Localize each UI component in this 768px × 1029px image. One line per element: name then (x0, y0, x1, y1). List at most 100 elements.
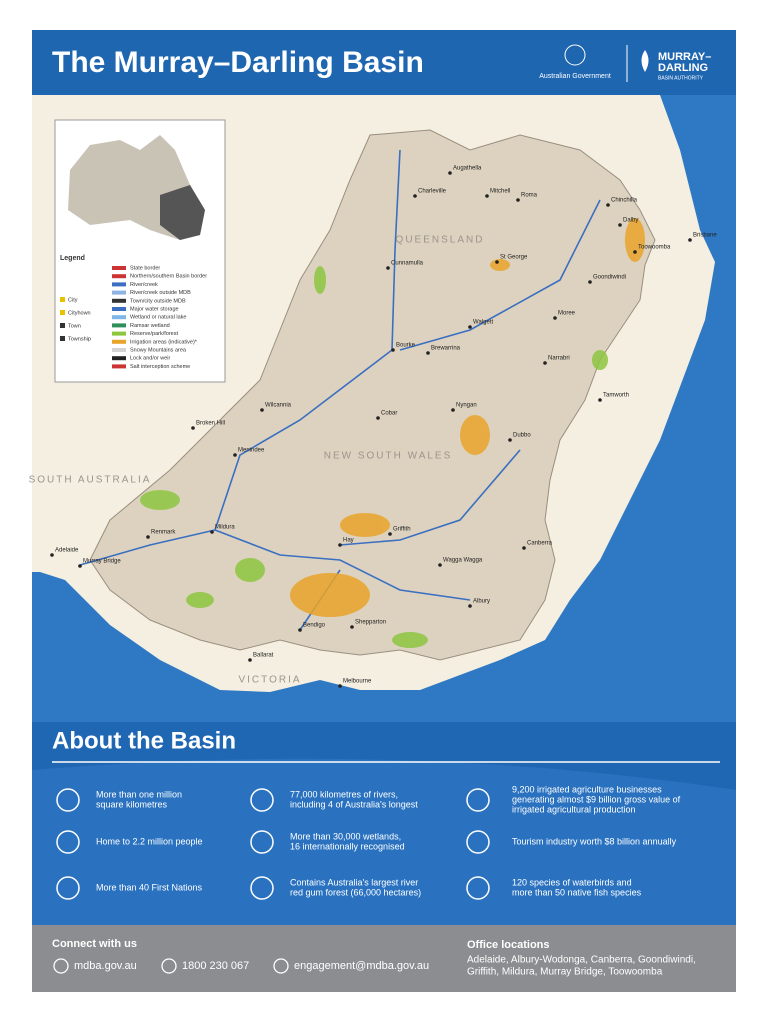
legend-swatch (112, 315, 126, 320)
offices: Adelaide, Albury-Wodonga, Canberra, Goon… (467, 955, 696, 966)
header-band (32, 30, 736, 95)
settlement-label: City (68, 297, 78, 303)
town-label: Charleville (418, 189, 447, 195)
fact-icon (466, 876, 490, 900)
town-label: Walgett (473, 320, 493, 326)
state-label: VICTORIA (238, 675, 301, 686)
town-label: Hay (343, 538, 354, 544)
fact-text: 9,200 irrigated agriculture businesses (512, 784, 662, 794)
fact-text: red gum forest (66,000 hectares) (290, 887, 421, 897)
fact-text: 120 species of waterbirds and (512, 877, 632, 887)
legend-item: State border (130, 265, 160, 271)
about-heading: About the Basin (52, 727, 236, 754)
town-label: Augathella (453, 166, 482, 172)
legend-item: Snowy Mountains area (130, 347, 187, 353)
town-dot (451, 408, 455, 412)
town-label: Mitchell (490, 189, 510, 195)
basin-inset (160, 185, 205, 240)
legend-swatch (112, 348, 126, 352)
town-label: Moree (558, 311, 576, 317)
connect-title: Connect with us (52, 938, 137, 950)
town-dot (413, 194, 417, 198)
legend-item: Lock and/or weir (130, 356, 171, 362)
town-label: Melbourne (343, 679, 372, 685)
legend-swatch (112, 282, 126, 287)
town-dot (50, 553, 54, 557)
town-label: Dalby (623, 218, 638, 224)
town-label: Goondiwindi (593, 275, 626, 281)
town-dot (391, 348, 395, 352)
about-wave (32, 758, 736, 925)
legend-swatch (112, 274, 126, 279)
settlement-label: Cityhown (68, 310, 91, 316)
legend-swatch (112, 331, 126, 336)
rivers (79, 149, 601, 631)
legend-swatch (112, 298, 126, 303)
town-dot (78, 564, 82, 568)
offices-title: Office locations (467, 939, 550, 951)
fact-text: More than one million (96, 789, 182, 799)
settlement-label: Township (68, 336, 91, 342)
fact-icon (466, 830, 490, 854)
legend-item: Wetland or natural lake (130, 315, 186, 321)
town-dot (298, 628, 302, 632)
reserves (140, 266, 608, 648)
town-dot (210, 530, 214, 534)
town-dot (191, 426, 195, 430)
town-label: Griffith (393, 527, 411, 533)
fact-icon (250, 876, 274, 900)
town-label: Adelaide (55, 548, 79, 554)
town-dot (260, 408, 264, 412)
legend: State border Northern/southern Basin bord… (60, 265, 207, 370)
town-dot (350, 625, 354, 629)
legend-item: Major water storage (130, 306, 179, 312)
town-dot (543, 361, 547, 365)
legend-swatch (112, 364, 126, 369)
fact-text: 77,000 kilometres of rivers, (290, 789, 398, 799)
offices: Griffith, Mildura, Murray Bridge, Toowoo… (467, 967, 663, 978)
town-dot (376, 416, 380, 420)
legend-swatch (112, 339, 126, 344)
org: BASIN AUTHORITY (658, 75, 704, 81)
legend-item: Town/city outside MDB (130, 298, 186, 304)
town-dot (588, 280, 592, 284)
state-label: QUEENSLAND (396, 235, 485, 246)
fact-text: Tourism industry worth $8 billion annual… (512, 836, 677, 846)
org: DARLING (658, 62, 708, 74)
town-dot (248, 658, 252, 662)
town-label: Broken Hill (196, 421, 225, 427)
town-dot (688, 238, 692, 242)
town-dot (426, 351, 430, 355)
town-label: Narrabri (548, 356, 570, 362)
town-dot (633, 250, 637, 254)
town-dot (388, 532, 392, 536)
state-label: NEW SOUTH WALES (324, 451, 453, 462)
government: Australian Government (539, 73, 611, 80)
fact-icon (56, 788, 80, 812)
legend-swatch (112, 307, 126, 311)
fact-icon (250, 830, 274, 854)
fact-text: irrigated agricultural production (512, 804, 636, 814)
town-dot (495, 260, 499, 264)
town-dot (522, 546, 526, 550)
fact-text: more than 50 native fish species (512, 887, 642, 897)
settlement-symbol (60, 323, 65, 328)
legend-swatch (112, 266, 126, 270)
town-dot (438, 563, 442, 567)
legend-swatch (112, 323, 126, 328)
fact-icon (466, 788, 490, 812)
town-label: Menindee (238, 448, 265, 454)
town-dot (508, 438, 512, 442)
title: The Murray–Darling Basin (52, 46, 424, 79)
town-label: Murray Bridge (83, 559, 121, 565)
town-dot (606, 203, 610, 207)
contact-icon (53, 958, 69, 974)
town-label: Shepparton (355, 620, 386, 626)
town-label: Canberra (527, 541, 553, 547)
fact-text: More than 30,000 wetlands, (290, 831, 401, 841)
town-dot (618, 223, 622, 227)
mdba-drop (641, 50, 649, 72)
town-label: Tamworth (603, 393, 629, 399)
